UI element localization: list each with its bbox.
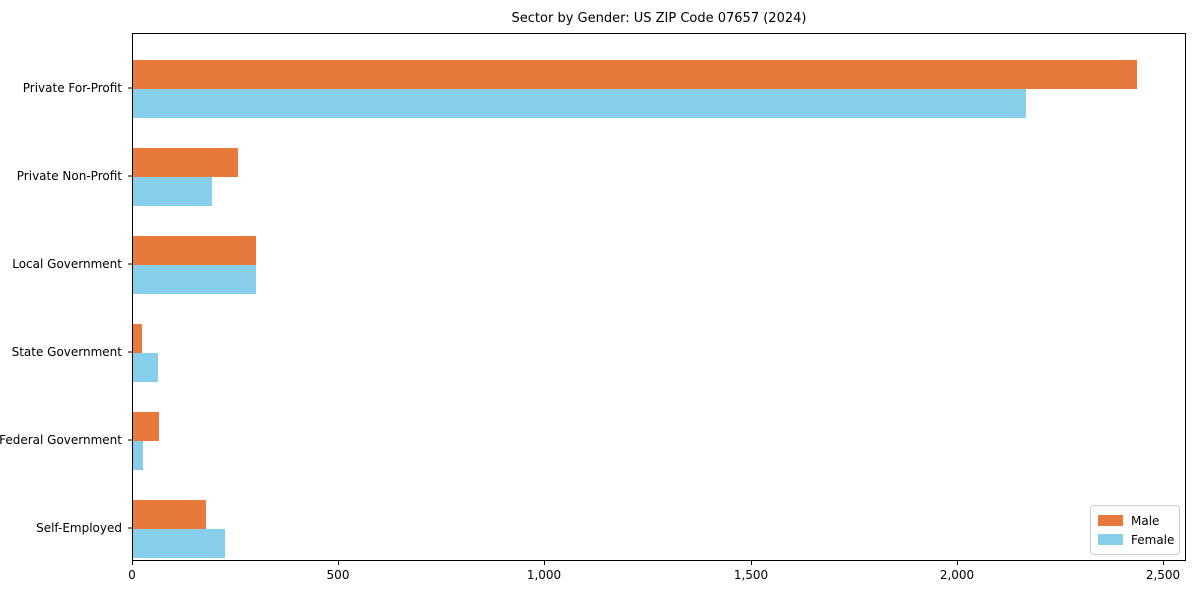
y-tick-mark [128,263,132,265]
x-tick-mark [751,561,752,565]
y-tick-mark [128,351,132,353]
y-tick-mark [128,527,132,529]
legend-swatch-female [1098,534,1123,545]
y-axis-label-state-government: State Government [11,345,122,359]
bar-female-self-employed [133,529,225,558]
y-tick-mark [128,439,132,441]
x-tick-mark [544,561,545,565]
bar-female-private-non-profit [133,177,212,206]
x-tick-mark [1163,561,1164,565]
bar-male-state-government [133,324,142,353]
bar-female-federal-government [133,441,143,470]
y-axis-label-private-for-profit: Private For-Profit [22,81,122,95]
legend-entry-male: Male [1098,511,1171,530]
y-axis-label-local-government: Local Government [12,257,122,271]
legend-label-male: Male [1131,513,1160,528]
y-axis-label-self-employed: Self-Employed [36,521,122,535]
bar-male-local-government [133,236,256,265]
bar-male-self-employed [133,500,206,529]
bar-female-private-for-profit [133,89,1026,118]
x-tick-label-1-500: 1,500 [733,568,769,582]
x-tick-label-500: 500 [326,568,350,582]
y-tick-mark [128,87,132,89]
x-tick-label-2-500: 2,500 [1145,568,1181,582]
y-tick-mark [128,175,132,177]
x-tick-mark [132,561,133,565]
legend: Male Female [1090,505,1180,555]
y-axis-label-federal-government: Federal Government [0,433,122,447]
bar-male-federal-government [133,412,159,441]
x-tick-label-0: 0 [128,568,136,582]
legend-entry-female: Female [1098,530,1175,549]
y-axis-label-private-non-profit: Private Non-Profit [16,169,122,183]
x-tick-mark [338,561,339,565]
x-tick-label-1-000: 1,000 [526,568,562,582]
plot-area [132,33,1186,561]
x-tick-mark [957,561,958,565]
bar-male-private-for-profit [133,60,1137,89]
legend-swatch-male [1098,515,1123,526]
x-tick-label-2-000: 2,000 [939,568,975,582]
bar-male-private-non-profit [133,148,238,177]
legend-label-female: Female [1131,532,1175,547]
bar-female-local-government [133,265,256,294]
chart-title: Sector by Gender: US ZIP Code 07657 (202… [511,11,807,26]
bar-female-state-government [133,353,158,382]
